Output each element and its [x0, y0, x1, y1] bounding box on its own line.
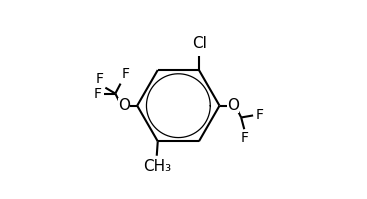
Text: Cl: Cl — [192, 36, 207, 52]
Text: F: F — [240, 131, 248, 145]
Text: F: F — [122, 67, 130, 81]
Text: O: O — [227, 98, 239, 113]
Text: F: F — [93, 87, 101, 100]
Text: O: O — [118, 98, 130, 113]
Text: F: F — [256, 108, 264, 122]
Text: F: F — [96, 72, 104, 86]
Text: CH₃: CH₃ — [143, 159, 171, 174]
